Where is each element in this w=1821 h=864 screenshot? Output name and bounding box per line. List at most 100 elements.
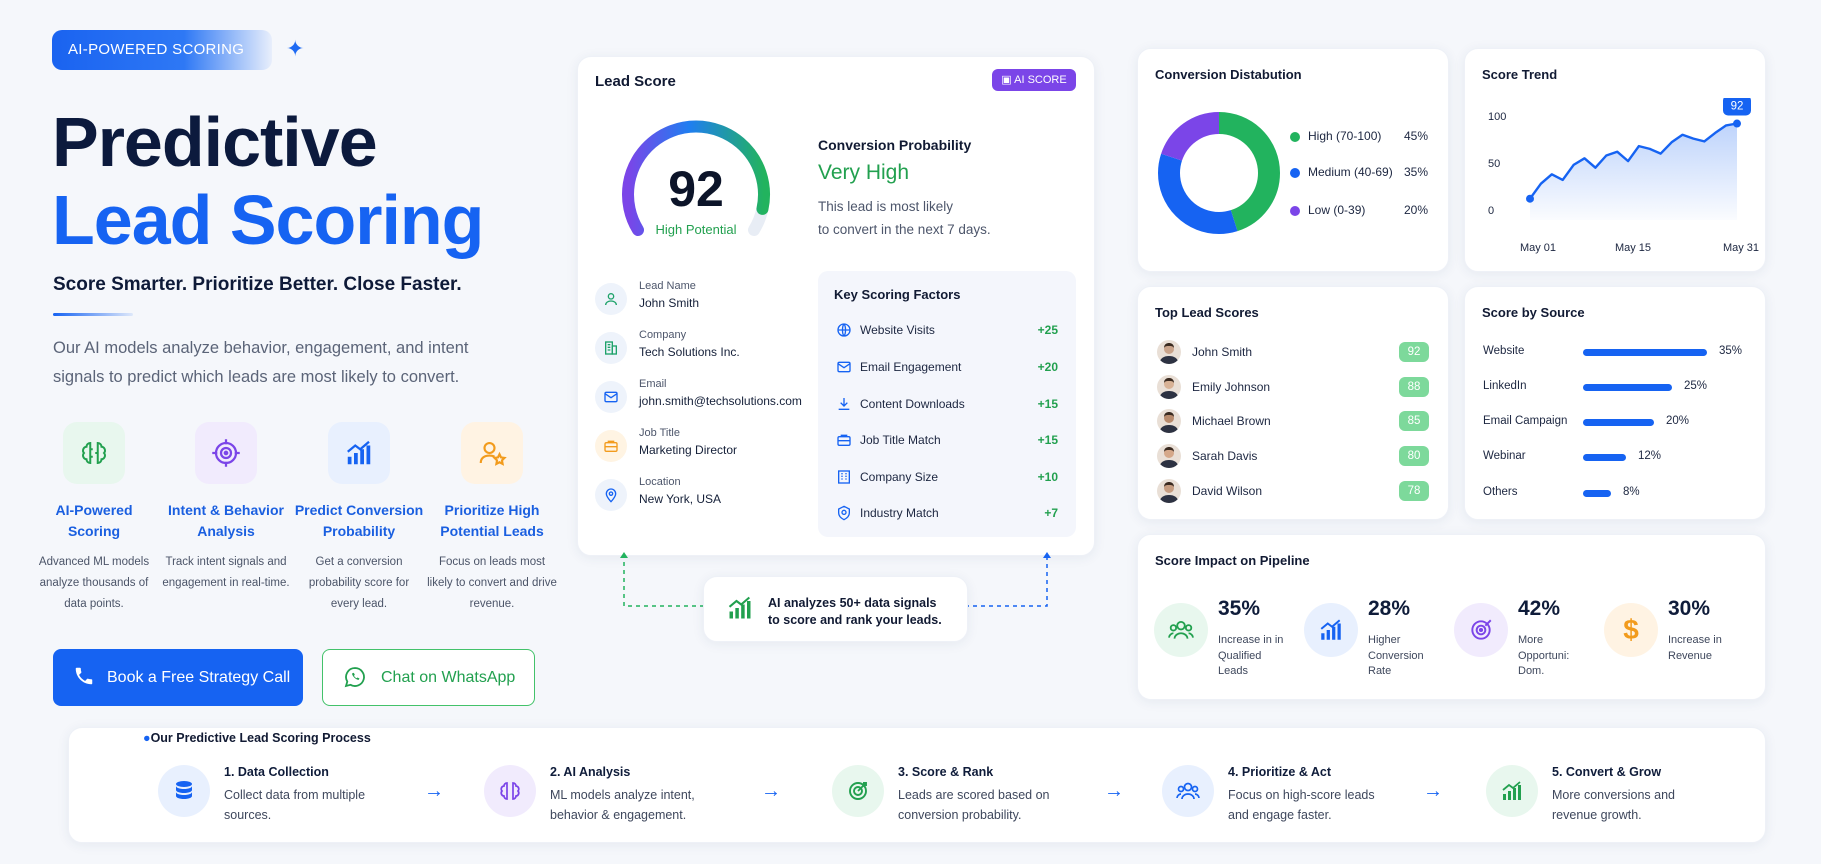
legend-label: Medium (40-69) <box>1308 165 1393 179</box>
top-lead-scores-title: Top Lead Scores <box>1155 305 1259 320</box>
source-label: Webinar <box>1483 450 1526 462</box>
x-tick-label: May 31 <box>1723 242 1759 254</box>
score-by-source-title: Score by Source <box>1482 305 1585 320</box>
source-bar <box>1583 384 1672 391</box>
building-icon <box>595 332 627 364</box>
impact-item-revenue: $ 30% Increase in Revenue <box>1604 597 1754 687</box>
table-row[interactable]: David Wilson 78 <box>1157 479 1429 503</box>
dollar-icon: $ <box>1604 603 1658 657</box>
factor-value: +7 <box>1044 506 1058 520</box>
source-label: Email Campaign <box>1483 415 1568 427</box>
target-icon <box>195 422 257 484</box>
user-star-icon <box>461 422 523 484</box>
score-impact-card <box>1137 534 1766 700</box>
feature-desc: Track intent signals and engagement in r… <box>162 556 290 589</box>
y-tick-label: 0 <box>1488 205 1494 217</box>
phone-icon <box>73 665 95 692</box>
factor-row: Email Engagement +20 <box>836 357 1058 377</box>
feature-predict-conversion: Predict Conversion Probability Get a con… <box>294 422 424 615</box>
avatar <box>1157 444 1181 468</box>
feature-desc: Advanced ML models analyze thousands of … <box>38 556 150 610</box>
donut-chart <box>1158 112 1280 234</box>
sparkle-icon: ✦ <box>286 36 305 61</box>
step-title: 3. Score & Rank <box>898 765 994 779</box>
lead-score-title: Lead Score <box>595 73 676 90</box>
chart-up-icon <box>726 594 754 627</box>
top-lead-scores-card <box>1137 286 1449 520</box>
process-title: ●Our Predictive Lead Scoring Process <box>143 731 371 745</box>
chat-whatsapp-button[interactable]: Chat on WhatsApp <box>322 649 535 706</box>
lead-score-badge: 92 <box>1399 342 1429 362</box>
user-icon <box>595 283 627 315</box>
arrow-right-icon: → <box>424 780 444 802</box>
legend-dot <box>1290 131 1300 142</box>
key-factors-panel <box>818 271 1076 537</box>
impact-item-opportunities: 42% More Opportuni: Dom. <box>1454 597 1604 687</box>
briefcase-icon <box>595 430 627 462</box>
factor-row: Website Visits +25 <box>836 320 1058 340</box>
factor-row: Industry Match +7 <box>836 503 1058 523</box>
info-label: Location <box>639 476 681 488</box>
step-desc: Leads are scored based on conversion pro… <box>898 788 1050 822</box>
info-label: Job Title <box>639 427 680 439</box>
table-row[interactable]: John Smith 92 <box>1157 340 1429 364</box>
avatar <box>1157 340 1181 364</box>
hero-title-line1: Predictive <box>52 103 378 181</box>
ai-score-badge-label: AI SCORE <box>1014 74 1067 86</box>
ai-powered-badge: AI-POWERED SCORING <box>52 30 272 70</box>
source-value: 25% <box>1684 380 1708 392</box>
trend-end-point <box>1733 119 1741 128</box>
source-value: 12% <box>1638 450 1662 462</box>
score-value: 92 <box>668 161 724 217</box>
chart-up-icon <box>1486 765 1538 817</box>
feature-prioritize-leads: Prioritize High Potential Leads Focus on… <box>427 422 557 615</box>
book-call-label: Book a Free Strategy Call <box>107 668 291 686</box>
globe-icon: ● <box>143 731 151 745</box>
feature-ai-scoring: AI-Powered Scoring Advanced ML models an… <box>29 422 159 615</box>
trend-badge <box>1723 98 1751 116</box>
whatsapp-label: Chat on WhatsApp <box>381 668 516 686</box>
users-icon <box>1162 765 1214 817</box>
table-row[interactable]: Sarah Davis 80 <box>1157 444 1429 468</box>
donut-slice-2 <box>1158 112 1280 234</box>
factor-value: +10 <box>1037 470 1058 484</box>
source-bar <box>1583 419 1654 426</box>
impact-value: 30% <box>1668 597 1711 620</box>
score-impact-title: Score Impact on Pipeline <box>1155 553 1310 568</box>
factor-row: Content Downloads +15 <box>836 394 1058 414</box>
dashed-connectors <box>620 552 1051 607</box>
lead-name: Emily Johnson <box>1192 380 1271 394</box>
step-title: 4. Prioritize & Act <box>1228 765 1332 779</box>
impact-item-conversion-rate: 28% Higher Conversion Rate <box>1304 597 1454 687</box>
table-row[interactable]: Emily Johnson 88 <box>1157 375 1429 399</box>
trend-area <box>1530 123 1737 220</box>
chart-up-icon <box>328 422 390 484</box>
source-row: Email Campaign 20% <box>1483 414 1753 432</box>
factor-label: Email Engagement <box>860 360 962 374</box>
factor-label: Website Visits <box>860 323 935 337</box>
legend-dot <box>1290 167 1300 178</box>
feature-title: AI-Powered Scoring <box>55 502 133 539</box>
trend-chart: 100 50 0 May 01 May 15 May 31 92 <box>1488 98 1759 254</box>
hero-title-line2: Lead Scoring <box>52 181 484 259</box>
feature-desc: Get a conversion probability score for e… <box>308 556 410 610</box>
source-value: 8% <box>1623 486 1640 498</box>
info-value: John Smith <box>639 296 700 310</box>
score-gauge <box>622 120 770 236</box>
ai-note-line1: AI analyzes 50+ data signals <box>768 596 937 610</box>
impact-item-qualified-leads: 35% Increase in in Qualified Leads <box>1154 597 1304 687</box>
source-value: 35% <box>1719 345 1743 357</box>
database-icon <box>158 765 210 817</box>
chip-icon: ▣ <box>1001 74 1012 86</box>
factor-value: +15 <box>1037 397 1058 411</box>
factor-row: Job Title Match +15 <box>836 430 1058 450</box>
table-row[interactable]: Michael Brown 85 <box>1157 409 1429 433</box>
step-title: 5. Convert & Grow <box>1552 765 1662 779</box>
source-row: Others 8% <box>1483 485 1753 503</box>
mail-icon <box>595 381 627 413</box>
step-desc: Collect data from multiple sources. <box>224 788 366 822</box>
hero-tagline: Score Smarter. Prioritize Better. Close … <box>53 274 462 295</box>
book-strategy-call-button[interactable]: Book a Free Strategy Call <box>53 649 303 706</box>
info-label: Email <box>639 378 667 390</box>
brain-icon <box>484 765 536 817</box>
